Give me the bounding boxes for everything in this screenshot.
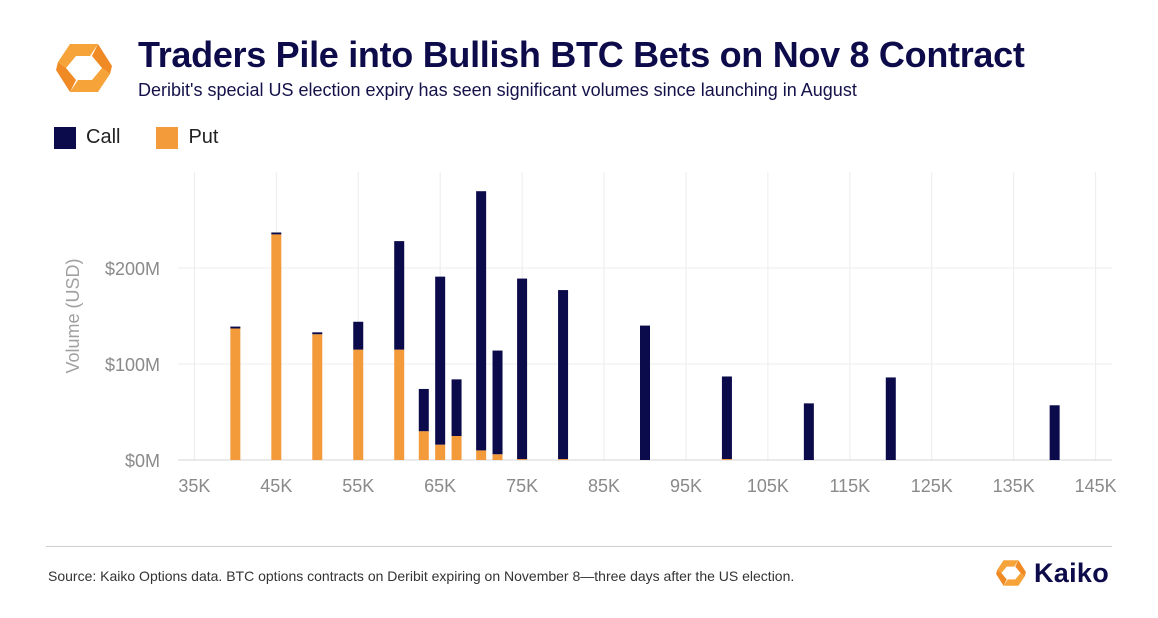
x-tick-label: 55K bbox=[342, 476, 374, 496]
bar-put bbox=[451, 436, 462, 460]
bar-put bbox=[721, 459, 732, 460]
bar-put bbox=[230, 328, 241, 460]
bar-put bbox=[492, 454, 503, 460]
bar-call bbox=[885, 377, 896, 460]
x-tick-label: 85K bbox=[588, 476, 620, 496]
x-tick-label: 45K bbox=[260, 476, 292, 496]
bar-call bbox=[640, 325, 650, 460]
bar-put bbox=[558, 459, 569, 460]
x-tick-label: 105K bbox=[747, 476, 789, 496]
x-tick-label: 115K bbox=[829, 476, 870, 496]
chart-subtitle: Deribit's special US election expiry has… bbox=[138, 80, 857, 100]
y-tick-label: $100M bbox=[105, 355, 160, 375]
legend-item-put: Put bbox=[156, 126, 218, 149]
bar-chart: $0M $100M $200M 35K 45K 55K 65K 75K 85K 95K 105K 11… bbox=[63, 172, 1117, 496]
chart-title: Traders Pile into Bullish BTC Bets on No… bbox=[138, 34, 1025, 75]
bar-put bbox=[476, 450, 487, 460]
legend-label-put: Put bbox=[188, 126, 219, 148]
bar-call bbox=[312, 332, 323, 335]
x-tick-label: 95K bbox=[670, 476, 702, 496]
axis-labels: $0M $100M $200M 35K 45K 55K 65K 75K 85K 95K 105K 11… bbox=[63, 258, 1117, 496]
bar-call bbox=[271, 232, 282, 235]
bar-put bbox=[271, 234, 282, 460]
x-tick-label: 75K bbox=[506, 476, 538, 496]
y-tick-label: $0M bbox=[125, 451, 160, 471]
bar-call bbox=[394, 241, 405, 350]
bar-call bbox=[476, 191, 487, 451]
footer-divider bbox=[46, 546, 1112, 547]
bar-put bbox=[435, 444, 446, 460]
bar-call bbox=[435, 276, 446, 445]
x-tick-label: 35K bbox=[178, 476, 210, 496]
legend-swatch-call bbox=[54, 126, 76, 149]
brand-name: Kaiko bbox=[1034, 557, 1110, 588]
legend: Call Put bbox=[54, 126, 218, 149]
bar-put bbox=[418, 431, 429, 460]
x-tick-label: 65K bbox=[424, 476, 456, 496]
bar-call bbox=[418, 388, 429, 432]
bar-call bbox=[803, 403, 814, 460]
x-tick-label: 125K bbox=[911, 476, 953, 496]
legend-swatch-put bbox=[156, 126, 179, 149]
bar-put bbox=[394, 349, 405, 460]
bars bbox=[230, 191, 1060, 460]
bar-call bbox=[492, 350, 503, 455]
bar-call bbox=[230, 326, 241, 329]
legend-label-call: Call bbox=[86, 126, 121, 148]
bar-call bbox=[451, 379, 462, 436]
bar-call bbox=[721, 376, 732, 460]
bar-call bbox=[353, 321, 364, 350]
bar-put bbox=[517, 459, 528, 460]
bar-call bbox=[558, 290, 569, 460]
bar-call bbox=[517, 278, 528, 460]
bar-put bbox=[312, 334, 323, 460]
bar-call bbox=[1049, 405, 1060, 460]
kaiko-brand-icon bbox=[996, 560, 1026, 586]
y-axis-label: Volume (USD) bbox=[63, 258, 83, 373]
brand[interactable]: Kaiko bbox=[994, 556, 1109, 590]
legend-item-call: Call bbox=[54, 126, 120, 149]
kaiko-logo-icon bbox=[56, 44, 112, 92]
x-tick-label: 145K bbox=[1075, 476, 1117, 496]
bar-put bbox=[353, 349, 364, 460]
source-note: Source: Kaiko Options data. BTC options … bbox=[48, 568, 795, 584]
x-tick-label: 135K bbox=[993, 476, 1035, 496]
y-tick-label: $200M bbox=[105, 259, 160, 279]
